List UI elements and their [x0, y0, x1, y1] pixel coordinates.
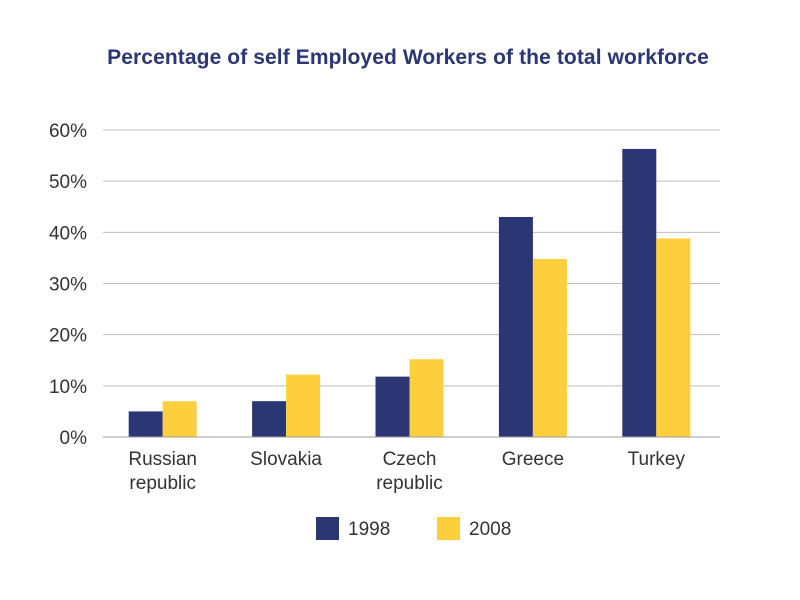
y-tick-label: 60% [49, 121, 87, 142]
x-tick-label: Czech [383, 449, 437, 470]
y-tick-label: 20% [49, 326, 87, 347]
bars [128, 148, 691, 437]
y-tick-label: 30% [49, 275, 87, 296]
legend-swatch-2008 [437, 517, 460, 540]
y-tick-label: 50% [49, 172, 87, 193]
x-tick-label: republic [376, 473, 443, 494]
y-tick-label: 40% [49, 223, 87, 244]
legend-label: 1998 [348, 519, 390, 540]
legend: 1998 2008 [316, 517, 511, 540]
bar-1998-2 [375, 376, 410, 437]
bar-1998-1 [252, 401, 287, 437]
chart-title: Percentage of self Employed Workers of t… [107, 46, 709, 69]
bar-2008-0 [162, 401, 197, 437]
bar-2008-1 [286, 374, 321, 437]
x-tick-label: republic [129, 473, 196, 494]
legend-swatch-1998 [316, 517, 339, 540]
x-tick-label: Turkey [628, 449, 686, 470]
bar-1998-3 [498, 216, 533, 437]
bar-2008-2 [409, 359, 444, 437]
bar-1998-4 [622, 148, 657, 437]
x-tick-label: Russian [128, 449, 197, 470]
y-tick-label: 10% [49, 377, 87, 398]
x-tick-label: Greece [502, 449, 564, 470]
bar-2008-3 [532, 258, 567, 437]
x-axis-labels: Russian republic Slovakia Czech republic Gree… [128, 449, 685, 494]
bar-2008-4 [656, 238, 691, 437]
bar-1998-0 [128, 411, 163, 437]
legend-label: 2008 [469, 519, 511, 540]
x-tick-label: Slovakia [250, 449, 322, 470]
y-tick-label: 0% [60, 428, 88, 449]
y-axis-ticks: 0% 10% 20% 30% 40% 50% 60% [49, 121, 87, 449]
